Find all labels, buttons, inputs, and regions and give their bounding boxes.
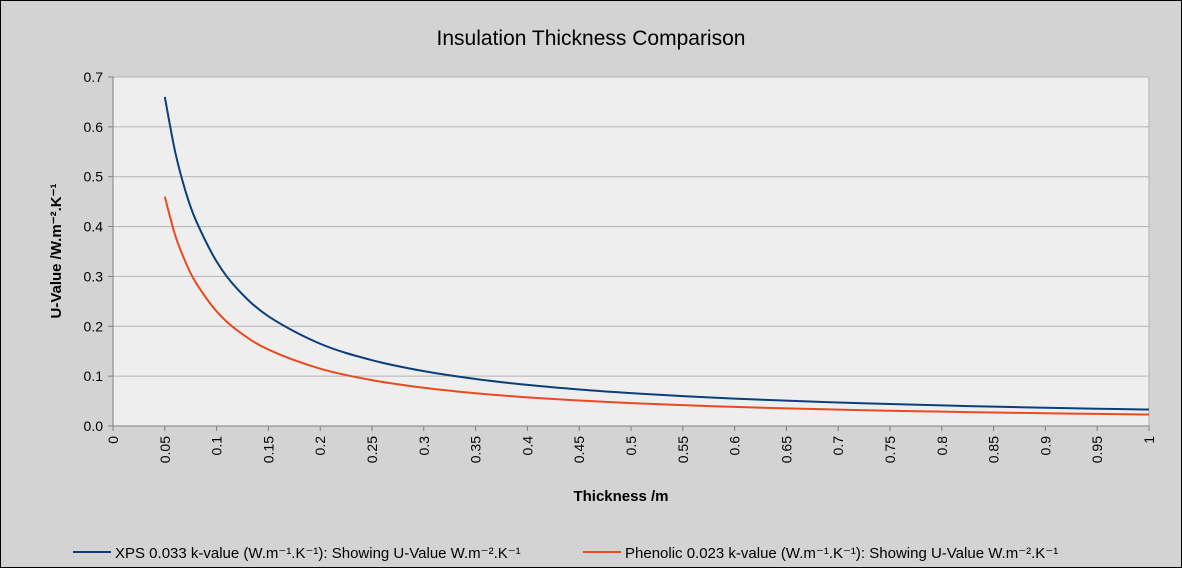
x-tick-label: 0.3 — [416, 436, 432, 456]
y-tick-label: 0.3 — [84, 268, 104, 284]
x-tick-label: 0.4 — [519, 436, 535, 456]
y-tick-label: 0.2 — [84, 318, 104, 334]
x-tick-label: 0.05 — [157, 436, 173, 463]
x-tick-label: 0.95 — [1089, 436, 1105, 463]
x-tick-label: 0 — [105, 436, 121, 444]
x-tick-label: 0.9 — [1037, 436, 1053, 456]
x-tick-label: 0.7 — [830, 436, 846, 456]
axes — [108, 76, 1150, 431]
x-tick-label: 0.5 — [623, 436, 639, 456]
x-tick-label: 0.75 — [882, 436, 898, 463]
y-tick-label: 0.6 — [84, 119, 104, 135]
x-tick-label: 0.35 — [468, 436, 484, 463]
x-tick-label: 0.65 — [778, 436, 794, 463]
x-tick-label: 0.6 — [727, 436, 743, 456]
x-tick-label: 1 — [1141, 436, 1157, 444]
tick-labels: 0.0 0.1 0.2 0.3 0.4 0.5 0.6 0.7 0 0.05 0.1 0.15 0.2 0… — [84, 69, 1157, 463]
x-tick-label: 0.1 — [209, 436, 225, 456]
x-tick-label: 0.2 — [312, 436, 328, 456]
series-line-xps — [163, 96, 1150, 411]
legend: XPS 0.033 k-value (W.m⁻¹.K⁻¹): Showing U… — [73, 545, 1058, 562]
plot-area — [113, 77, 1149, 426]
y-tick-label: 0.0 — [84, 418, 104, 434]
series-line-phenolic — [163, 196, 1150, 416]
y-tick-label: 0.5 — [84, 169, 104, 185]
y-axis-title: U-Value /W.m⁻².K⁻¹ — [48, 183, 65, 318]
x-tick-label: 0.55 — [675, 436, 691, 463]
y-tick-label: 0.1 — [84, 368, 104, 384]
legend-label-xps: XPS 0.033 k-value (W.m⁻¹.K⁻¹): Showing U… — [115, 545, 521, 562]
chart-title: Insulation Thickness Comparison — [437, 27, 746, 50]
x-tick-label: 0.25 — [364, 436, 380, 463]
legend-label-phenolic: Phenolic 0.023 k-value (W.m⁻¹.K⁻¹): Show… — [625, 545, 1058, 562]
y-tick-label: 0.4 — [84, 219, 104, 235]
x-tick-label: 0.15 — [260, 436, 276, 463]
x-tick-label: 0.45 — [571, 436, 587, 463]
y-tick-label: 0.7 — [84, 69, 104, 85]
x-tick-label: 0.8 — [934, 436, 950, 456]
x-tick-label: 0.85 — [986, 436, 1002, 463]
series-lines — [163, 96, 1150, 416]
x-axis-title: Thickness /m — [573, 488, 668, 505]
